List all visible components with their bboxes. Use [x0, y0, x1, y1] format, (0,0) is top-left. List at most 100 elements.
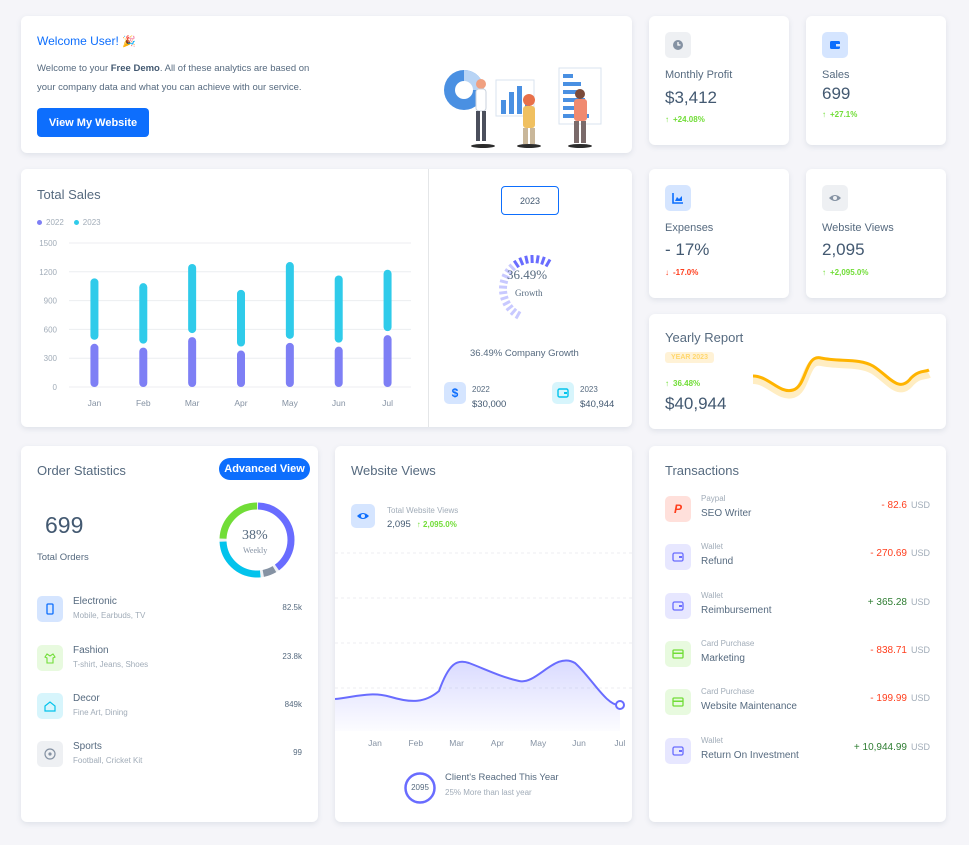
bar-2023 — [383, 269, 392, 332]
stat-change-value: +27.1% — [830, 110, 858, 119]
bar-2022 — [139, 347, 148, 387]
home-icon — [37, 693, 63, 719]
bar-2022 — [383, 335, 392, 387]
transaction-row[interactable]: Wallet Refund - 270.69 USD — [665, 542, 930, 572]
x-axis-labels: Jan Feb Mar Apr May Jun Jul — [335, 738, 632, 750]
legend-label: 2023 — [82, 218, 101, 227]
gauge-tick — [535, 255, 540, 264]
transaction-row[interactable]: Card Purchase Marketing - 838.71 USD — [665, 639, 930, 669]
stat-change-value: +24.08% — [673, 115, 705, 124]
total-sales-bar-chart: 0 300 600 900 1200 1500 Jan Feb Mar Apr May Jun Jul — [39, 239, 411, 408]
list-item: Sports Football, Cricket Kit 99 — [37, 741, 302, 771]
item-sub: T-shirt, Jeans, Shoes — [73, 660, 149, 669]
x-tick-label: Apr — [234, 398, 247, 408]
gauge-tick — [524, 255, 529, 264]
total-views-change-value: 2,095.0% — [423, 520, 457, 529]
x-tick-label: May — [530, 738, 547, 748]
wallet-icon — [822, 32, 848, 58]
item-name: Sports — [73, 741, 102, 752]
shirt-icon — [37, 645, 63, 671]
transaction-name: SEO Writer — [701, 508, 752, 519]
y-tick-label: 300 — [44, 354, 58, 363]
gauge-tick — [504, 268, 513, 276]
gauge-tick — [499, 279, 509, 285]
list-item: Electronic Mobile, Earbuds, TV 82.5k — [37, 596, 302, 626]
stat-label: Website Views — [822, 222, 894, 234]
x-tick-label: Mar — [185, 398, 200, 408]
advanced-view-button[interactable]: Advanced View — [219, 458, 310, 480]
total-sales-title: Total Sales — [37, 187, 101, 202]
eye-icon — [351, 504, 375, 528]
y-tick-label: 1200 — [39, 268, 57, 277]
card-divider — [428, 169, 429, 427]
item-name: Fashion — [73, 645, 109, 656]
yearly-value: $40,944 — [665, 394, 727, 413]
item-name: Electronic — [73, 596, 117, 607]
paypal-icon: P — [665, 496, 691, 522]
transaction-currency: USD — [910, 500, 930, 510]
sales-card: Sales 699 ↑ +27.1% — [806, 16, 946, 145]
gauge-tick — [499, 290, 508, 295]
yearly-change-value: 36.48% — [673, 379, 701, 388]
transaction-category: Wallet — [701, 736, 723, 745]
item-value: 849k — [284, 700, 302, 709]
analytics-illustration — [444, 67, 602, 148]
welcome-text: Welcome to your Free Demo. All of these … — [37, 59, 367, 97]
stat-value: 699 — [822, 84, 851, 103]
wallet-icon — [665, 544, 691, 570]
company-growth: 36.49% Company Growth — [470, 348, 579, 359]
year-2023-value: $40,944 — [580, 399, 615, 410]
transaction-currency: USD — [910, 742, 930, 752]
transaction-amount: - 82.6 — [881, 500, 907, 511]
total-views-row: 2,095 ↑ 2,095.0% — [387, 519, 457, 530]
list-item: Decor Fine Art, Dining 849k — [37, 693, 302, 723]
transaction-name: Refund — [701, 556, 734, 567]
legend-item-2022: 2022 — [37, 218, 64, 227]
transaction-row[interactable]: Wallet Return On Investment + 10,944.99 … — [665, 736, 930, 766]
chart-legend: 2022 2023 — [37, 218, 101, 227]
gauge-tick — [518, 257, 525, 266]
yearly-report-title: Yearly Report — [665, 330, 744, 345]
donut-percent: 38% — [242, 528, 268, 543]
stat-change: ↓ -17.0% — [665, 268, 698, 277]
bar-2023 — [237, 289, 245, 347]
clock-icon — [665, 32, 691, 58]
gauge-tick — [502, 299, 511, 307]
year-select[interactable]: 2023 — [501, 186, 559, 215]
x-tick-label: Jan — [368, 738, 382, 748]
yearly-report-card: Yearly Report YEAR 2023 ↑ 36.48% $40,944 — [649, 314, 946, 429]
welcome-text-line2: your company data and what you can achie… — [37, 82, 302, 93]
x-tick-label: Jul — [382, 398, 393, 408]
expenses-card: Expenses - 17% ↓ -17.0% — [649, 169, 789, 298]
football-icon — [37, 741, 63, 767]
credit-card-icon — [665, 641, 691, 667]
transaction-row[interactable]: Card Purchase Website Maintenance - 199.… — [665, 687, 930, 717]
gauge-tick — [508, 263, 516, 272]
gauge-tick — [501, 273, 511, 280]
item-sub: Football, Cricket Kit — [73, 756, 143, 765]
total-orders-label: Total Orders — [37, 552, 89, 563]
year-2022-label: 2022 — [472, 385, 490, 394]
gauge-tick — [540, 256, 546, 265]
wallet-icon — [552, 382, 574, 404]
view-website-button[interactable]: View My Website — [37, 108, 149, 137]
stat-change: ↑ +27.1% — [822, 110, 857, 119]
order-stats-title: Order Statistics — [37, 463, 126, 478]
transaction-currency: USD — [910, 548, 930, 558]
transaction-name: Return On Investment — [701, 750, 799, 761]
arrow-down-icon: ↓ — [665, 268, 669, 277]
bar-2022 — [285, 342, 294, 387]
transaction-row[interactable]: Wallet Reimbursement + 365.28 USD — [665, 591, 930, 621]
monthly-profit-card: Monthly Profit $3,412 ↑ +24.08% — [649, 16, 789, 145]
transaction-currency: USD — [910, 645, 930, 655]
order-statistics-card: Order Statistics Advanced View 699 Total… — [21, 446, 318, 822]
transaction-row[interactable]: P Paypal SEO Writer - 82.6 USD — [665, 494, 930, 524]
x-tick-label: Apr — [490, 738, 505, 748]
item-value: 99 — [293, 748, 302, 757]
stat-label: Monthly Profit — [665, 69, 733, 81]
y-tick-label: 1500 — [39, 239, 57, 248]
website-views-card: Website Views 2,095 ↑ +2,095.0% — [806, 169, 946, 298]
clients-reached-title: Client's Reached This Year — [445, 772, 559, 783]
party-icon: 🎉 — [122, 36, 136, 48]
clients-circle-value: 2095 — [411, 783, 429, 792]
